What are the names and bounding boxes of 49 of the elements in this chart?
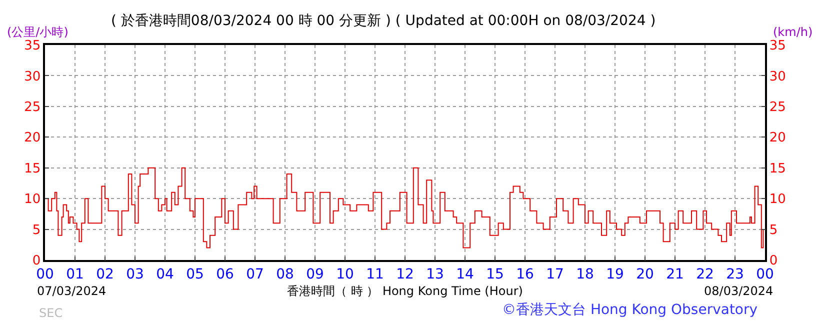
x-tick-label: 06 <box>216 266 234 283</box>
x-tick-label: 17 <box>546 266 564 283</box>
x-tick-label: 20 <box>636 266 654 283</box>
text: ©香港天文台 Hong Kong Observatory <box>502 302 758 318</box>
x-tick-label: 11 <box>366 266 384 283</box>
text: 08/03/2024 <box>704 284 774 298</box>
text: SEC <box>39 306 63 320</box>
x-tick-label: 14 <box>456 266 474 283</box>
y2-tick-label: 35 <box>769 38 786 54</box>
x-tick-label: 12 <box>396 266 414 283</box>
x-tick-label: 05 <box>186 266 204 283</box>
x-tick-label: 07 <box>246 266 264 283</box>
x-tick-label: 02 <box>96 266 114 283</box>
x-axis-title: 香港時間（ 時 ） Hong Kong Time (Hour) <box>287 284 523 298</box>
y-tick-label: 10 <box>24 192 41 208</box>
y2-tick-label: 15 <box>769 161 786 176</box>
y-tick-label: 25 <box>24 100 41 115</box>
y-tick-label: 20 <box>24 130 41 146</box>
x-tick-label: 16 <box>516 266 534 283</box>
x-tick-label: 00 <box>36 266 54 283</box>
y2-tick-label: 25 <box>769 100 786 115</box>
y2-tick-label: 10 <box>769 192 786 208</box>
x-tick-label: 04 <box>156 266 174 283</box>
x-tick-label: 13 <box>426 266 444 283</box>
y-tick-label: 35 <box>24 38 41 54</box>
y-tick-label: 0 <box>32 254 41 269</box>
y2-tick-label: 0 <box>769 254 778 269</box>
x-tick-label: 23 <box>726 266 744 283</box>
x-tick-label: 10 <box>336 266 354 283</box>
y-tick-label: 30 <box>24 69 41 84</box>
y2-tick-label: 30 <box>769 69 786 84</box>
y-tick-label: 15 <box>24 161 41 176</box>
y2-tick-label: 20 <box>769 130 786 146</box>
y-axis-title: (公里/小時) <box>7 25 68 39</box>
x-tick-label: 08 <box>276 266 294 283</box>
x-tick-label: 09 <box>306 266 324 283</box>
y2-tick-label: 5 <box>769 222 778 238</box>
x-tick-label: 00 <box>756 266 774 283</box>
x-tick-label: 19 <box>606 266 624 283</box>
y2-axis-title: (km/h) <box>773 25 813 39</box>
chart-title: ( 於香港時間08/03/2024 00 時 00 分更新 ) ( Updated at 00:00H on 08/03/2024 ) <box>111 13 656 29</box>
x-tick-label: 21 <box>666 266 684 283</box>
x-tick-label: 01 <box>66 266 84 283</box>
x-tick-label: 22 <box>696 266 714 283</box>
x-tick-label: 03 <box>126 266 144 283</box>
x-tick-label: 15 <box>486 266 504 283</box>
text: 07/03/2024 <box>37 284 106 298</box>
x-tick-label: 18 <box>576 266 594 283</box>
y-tick-label: 5 <box>32 222 41 238</box>
